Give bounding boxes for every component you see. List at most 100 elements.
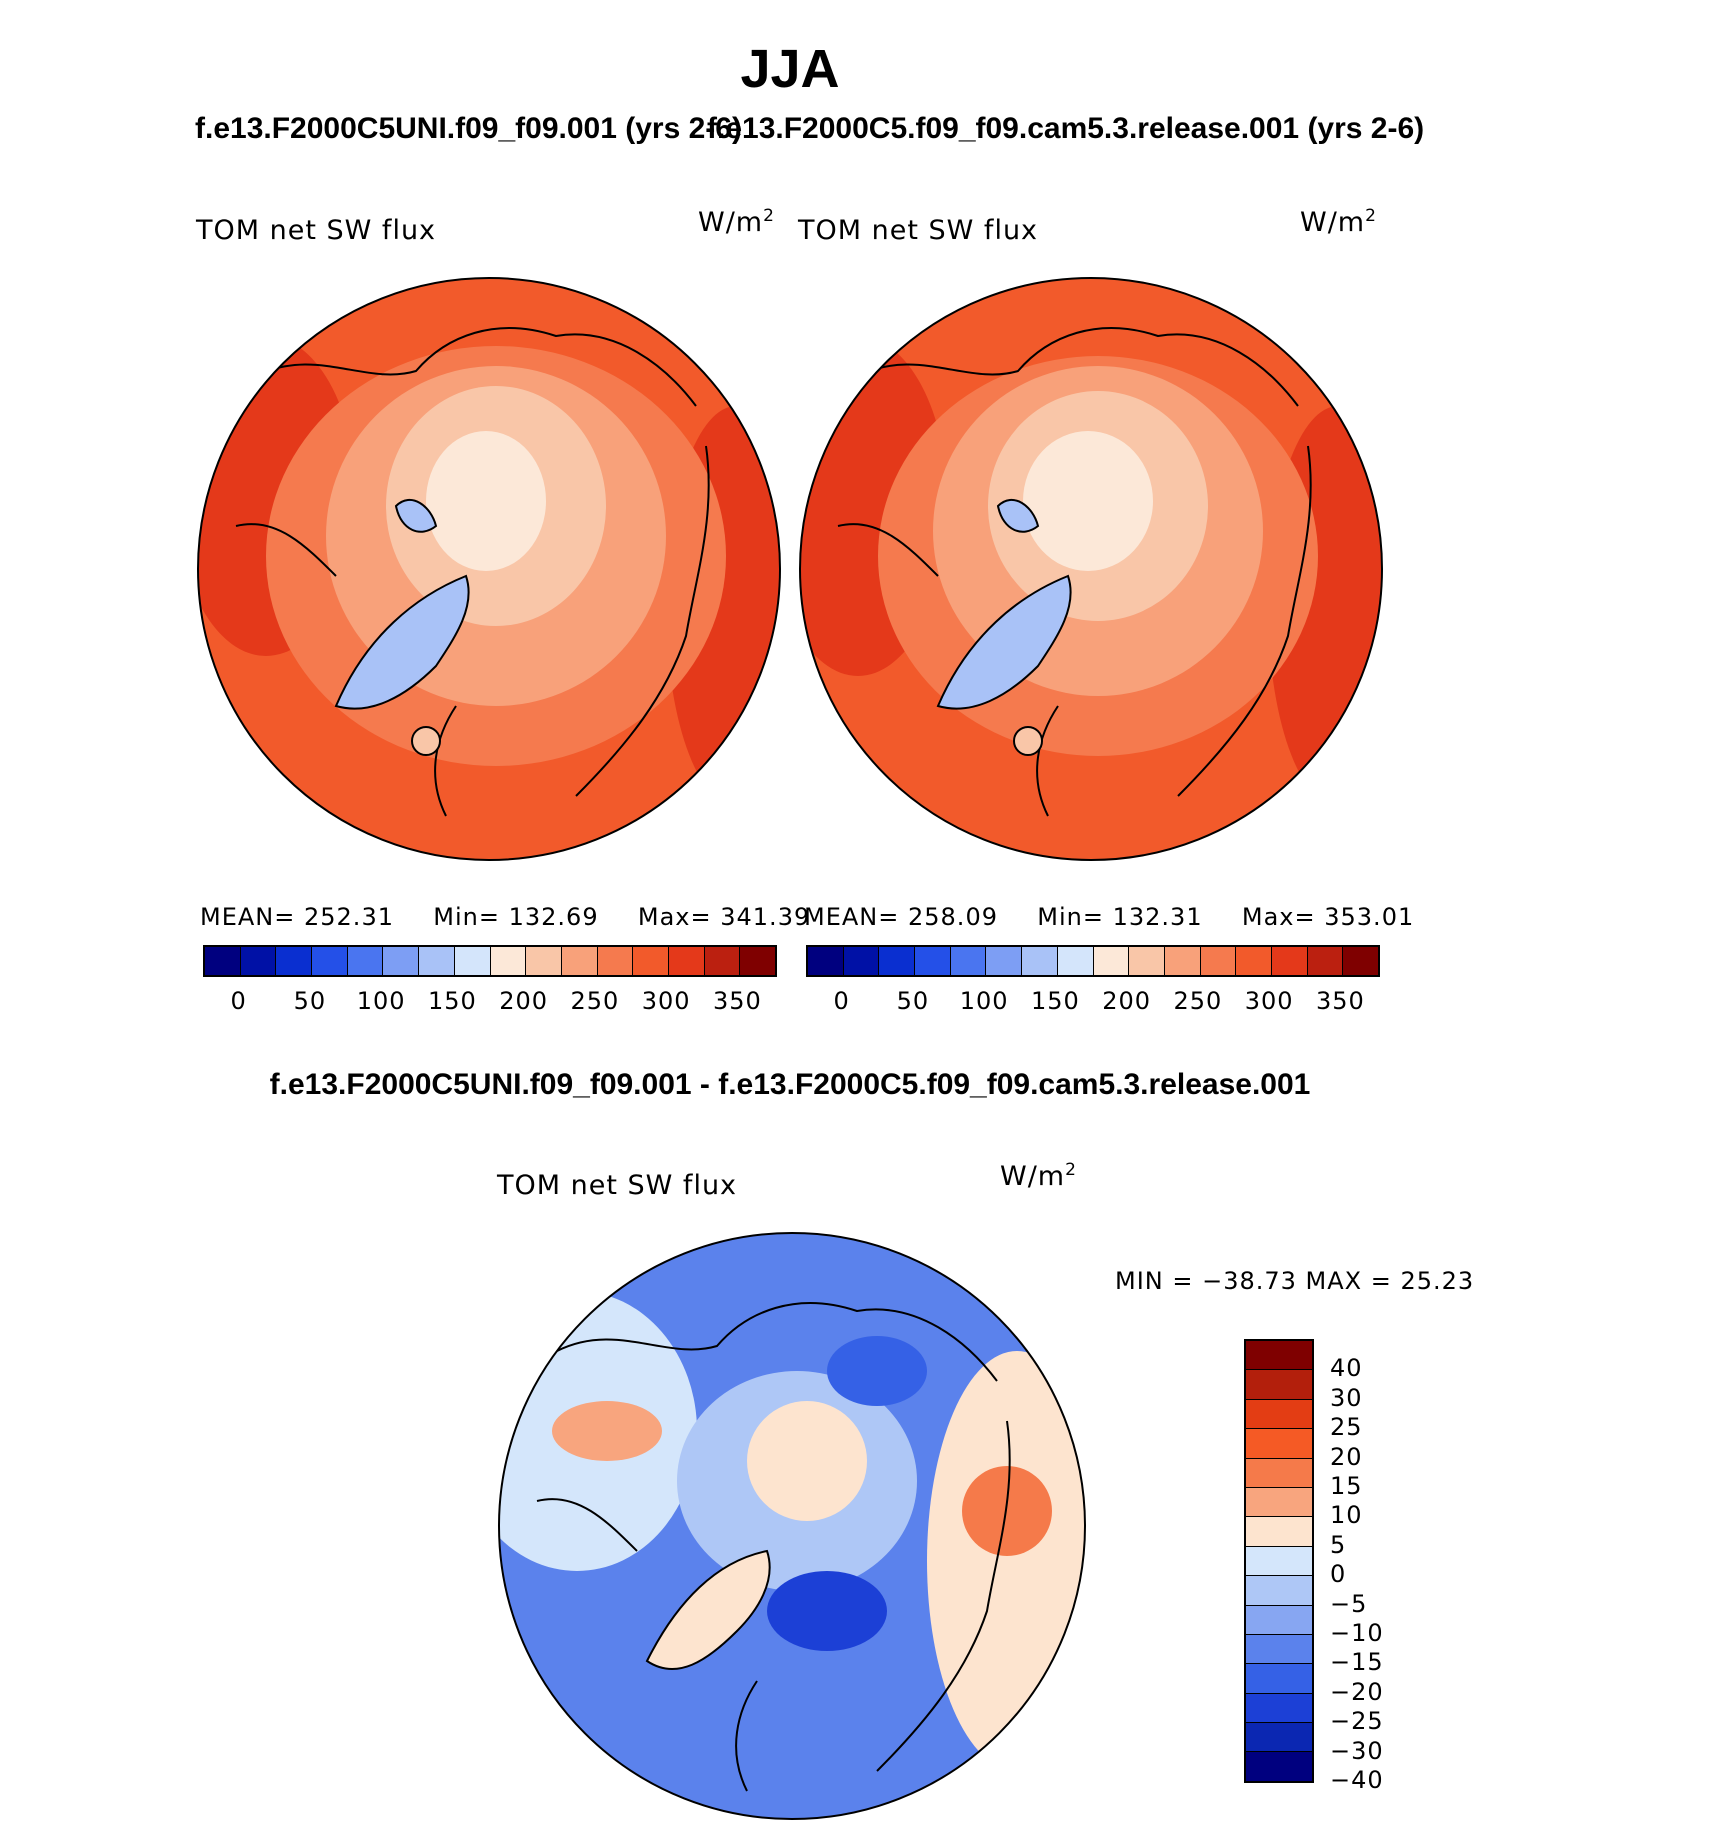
greenland-outline (936, 574, 1072, 710)
colorbar-tick-label: 0 (230, 987, 247, 1015)
colorbar-tick-label: 30 (1330, 1383, 1363, 1412)
colorbar-panel-2-ticks: 0 50 100 150 200 250 300 350 (806, 987, 1380, 1017)
map-panel-1 (196, 276, 782, 862)
colorbar-tick-label: 100 (356, 987, 406, 1015)
diff-stats: MIN = −38.73 MAX = 25.23 (1115, 1267, 1475, 1295)
panel1-variable-label: TOM net SW flux (196, 215, 437, 246)
case-title-left: f.e13.F2000C5UNI.f09_f09.001 (yrs 2-6) (195, 112, 742, 145)
min-label: Min= (433, 903, 500, 931)
colorbar-swatch (808, 947, 844, 975)
colorbar-tick-label: 5 (1330, 1530, 1347, 1559)
colorbar-swatch (633, 947, 669, 975)
min-value: 132.31 (1112, 903, 1203, 931)
colorbar-tick-label: −15 (1330, 1648, 1384, 1677)
colorbar-panel-1-ticks: 0 50 100 150 200 250 300 350 (203, 987, 777, 1017)
colorbar-swatch (1093, 947, 1130, 975)
colorbar-swatch (1246, 1723, 1312, 1753)
map-panel-2 (798, 276, 1384, 862)
iceland-outline (1013, 726, 1043, 756)
map-border (197, 277, 781, 861)
colorbar-tick-label: 50 (896, 987, 930, 1015)
colorbar-swatch (347, 947, 384, 975)
diff-unit-label: W/m2 (1000, 1160, 1077, 1192)
colorbar-tick-label: −5 (1330, 1589, 1368, 1618)
mean-value: 258.09 (908, 903, 998, 931)
colorbar-swatch (1246, 1341, 1312, 1371)
colorbar-panel-2 (806, 945, 1380, 977)
colorbar-swatch (1246, 1752, 1312, 1781)
colorbar-swatch (986, 947, 1023, 975)
colorbar-swatch (1246, 1517, 1312, 1547)
min-value: 132.69 (508, 903, 599, 931)
colorbar-tick-label: 300 (1244, 987, 1294, 1015)
colorbar-panel-1 (203, 945, 777, 977)
colorbar-swatch (1164, 947, 1201, 975)
max-label: Max= (1241, 903, 1316, 931)
panel2-variable-label: TOM net SW flux (798, 215, 1039, 246)
colorbar-diff (1244, 1339, 1314, 1783)
colorbar-tick-label: 350 (712, 987, 762, 1015)
coastline-outline (536, 1302, 1011, 1792)
mean-label: MEAN= (804, 903, 900, 931)
max-value: 341.39 (720, 903, 811, 931)
colorbar-swatch (879, 947, 916, 975)
colorbar-swatch (526, 947, 562, 975)
colorbar-swatch (1246, 1429, 1312, 1459)
colorbar-tick-label: 50 (293, 987, 327, 1015)
mean-value: 252.31 (304, 903, 394, 931)
coastline-outline (837, 327, 1312, 817)
colorbar-swatch (312, 947, 348, 975)
colorbar-swatch (1057, 947, 1094, 975)
colorbar-swatch (561, 947, 598, 975)
colorbar-swatch (1343, 947, 1378, 975)
min-label: Min= (1037, 903, 1104, 931)
colorbar-swatch (1246, 1487, 1312, 1518)
colorbar-tick-label: 20 (1330, 1442, 1363, 1471)
colorbar-swatch (704, 947, 741, 975)
colorbar-swatch (383, 947, 420, 975)
panel2-unit-label: W/m2 (1300, 206, 1377, 238)
colorbar-tick-label: −20 (1330, 1677, 1384, 1706)
negative-anomaly-north (827, 1336, 927, 1406)
polar-cap (426, 431, 546, 571)
colorbar-swatch (1022, 947, 1058, 975)
colorbar-tick-label: 40 (1330, 1354, 1363, 1383)
colorbar-tick-label: 250 (570, 987, 620, 1015)
colorbar-tick-label: 0 (1330, 1560, 1347, 1589)
colorbar-tick-label: −40 (1330, 1766, 1384, 1794)
colorbar-swatch (597, 947, 634, 975)
max-value: 353.01 (1324, 903, 1415, 931)
colorbar-swatch (1129, 947, 1165, 975)
positive-anomaly-west (552, 1401, 662, 1461)
colorbar-swatch (1246, 1664, 1312, 1694)
colorbar-swatch (843, 947, 880, 975)
greenland-outline (334, 574, 470, 710)
colorbar-tick-label: 150 (427, 987, 477, 1015)
colorbar-swatch (454, 947, 491, 975)
colorbar-swatch (205, 947, 241, 975)
colorbar-swatch (1200, 947, 1237, 975)
colorbar-swatch (1246, 1458, 1312, 1488)
panel1-stats: MEAN= 252.31 Min= 132.69 Max= 341.39 (200, 903, 810, 931)
colorbar-diff-ticks: 40 30 25 20 15 10 5 0 −5 −10 −15 −20 −25 −30 −40 (1330, 1339, 1450, 1794)
colorbar-tick-label: 200 (1102, 987, 1152, 1015)
main-title: JJA (740, 39, 840, 99)
colorbar-swatch (1246, 1546, 1312, 1577)
map-panel-diff (497, 1231, 1087, 1840)
colorbar-tick-label: 150 (1030, 987, 1080, 1015)
colorbar-swatch (1307, 947, 1344, 975)
colorbar-swatch (1246, 1693, 1312, 1724)
polar-positive (747, 1401, 867, 1521)
max-label: Max= (637, 903, 712, 931)
colorbar-swatch (1246, 1576, 1312, 1606)
colorbar-swatch (1271, 947, 1308, 975)
positive-anomaly-east (962, 1466, 1052, 1556)
colorbar-tick-label: 25 (1330, 1413, 1363, 1442)
colorbar-tick-label: 250 (1173, 987, 1223, 1015)
colorbar-tick-label: −30 (1330, 1736, 1384, 1765)
case-title-right: f.e13.F2000C5.f09_f09.cam5.3.release.001… (707, 112, 1425, 145)
colorbar-swatch (1236, 947, 1272, 975)
colorbar-swatch (240, 947, 277, 975)
map-border (498, 1232, 1086, 1820)
colorbar-swatch (1246, 1370, 1312, 1400)
